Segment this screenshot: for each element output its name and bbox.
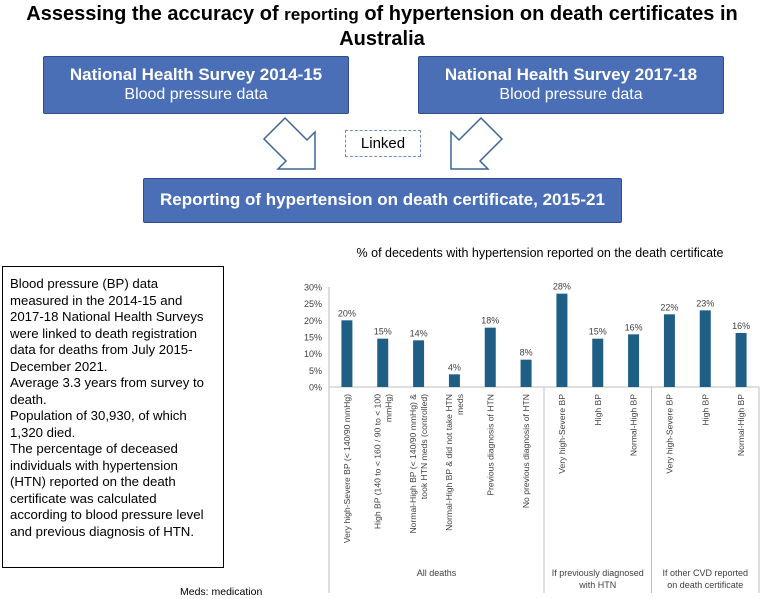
group-label: All deaths	[417, 568, 457, 578]
data-label: 8%	[520, 348, 533, 358]
outcome-box: Reporting of hypertension on death certi…	[143, 178, 622, 223]
survey-2017-18-box: National Health Survey 2017-18 Blood pre…	[418, 56, 724, 114]
description-paragraph: The percentage of deceased individuals w…	[10, 441, 204, 539]
category-label: Very high-Severe BP	[557, 394, 567, 474]
y-tick-label: 0%	[309, 383, 322, 393]
survey-2017-18-subtitle: Blood pressure data	[499, 86, 643, 103]
bar	[628, 334, 640, 387]
category-label: High BP (140 to < 160 / 90 to < 100	[372, 394, 382, 529]
data-label: 22%	[660, 302, 678, 312]
bar	[484, 327, 496, 387]
bar	[377, 338, 389, 387]
y-tick-label: 15%	[304, 333, 322, 343]
bar	[735, 333, 747, 387]
category-label: Normal-High BP & did not take HTN	[444, 394, 454, 531]
category-label: High BP	[593, 394, 603, 426]
y-tick-label: 30%	[304, 283, 322, 293]
description-paragraph: Population of 30,930, of which 1,320 die…	[10, 408, 187, 440]
description-paragraph: Average 3.3 years from survey to death.	[10, 375, 204, 407]
linked-label: Linked	[345, 130, 421, 157]
y-tick-label: 20%	[304, 316, 322, 326]
outcome-heading: Reporting of hypertension on death certi…	[160, 190, 605, 209]
category-label: Previous diagnosis of HTN	[485, 394, 495, 496]
bar	[520, 359, 532, 387]
category-label: High BP	[700, 394, 710, 426]
category-label: No previous diagnosis of HTN	[521, 394, 531, 508]
data-label: 15%	[374, 327, 392, 337]
bar	[556, 293, 568, 387]
survey-2014-15-heading: National Health Survey 2014-15	[69, 65, 323, 84]
category-label: mmHg)	[383, 394, 393, 422]
survey-2014-15-subtitle: Blood pressure data	[124, 86, 268, 103]
bar	[699, 310, 711, 387]
survey-2017-18-heading: National Health Survey 2017-18	[444, 65, 698, 84]
description-paragraph: Blood pressure (BP) data measured in the…	[10, 276, 204, 374]
study-description-box: Blood pressure (BP) data measured in the…	[2, 266, 224, 568]
bar	[413, 340, 425, 387]
category-label: Normal-High BP (< 140/90 mmHg) &	[408, 394, 418, 534]
category-label: Normal-High BP	[629, 394, 639, 456]
group-label: on death certificate	[667, 580, 743, 590]
page-title: Assessing the accuracy of reporting of h…	[26, 3, 738, 50]
y-tick-label: 5%	[309, 366, 322, 376]
category-label: Very high-Severe BP	[664, 394, 674, 474]
group-label: with HTN	[578, 580, 616, 590]
data-label: 16%	[625, 322, 643, 332]
category-label: Normal-High BP	[736, 394, 746, 456]
category-label: meds	[455, 394, 465, 415]
survey-2014-15-box: National Health Survey 2014-15 Blood pre…	[43, 56, 349, 114]
data-label: 20%	[338, 308, 356, 318]
category-label: Very high-Severe BP (< 140/90 mmHg)	[342, 394, 352, 543]
group-label: If previously diagnosed	[552, 568, 644, 578]
bar	[592, 338, 604, 387]
y-tick-label: 10%	[304, 349, 322, 359]
bar	[341, 320, 353, 387]
y-tick-label: 25%	[304, 299, 322, 309]
footnote: Meds: medication	[180, 586, 263, 598]
data-label: 15%	[589, 327, 607, 337]
data-label: 23%	[696, 298, 714, 308]
data-label: 28%	[553, 282, 571, 292]
bar	[663, 314, 675, 387]
category-label: took HTN meds (controlled)	[419, 394, 429, 499]
data-label: 14%	[410, 328, 428, 338]
data-label: 4%	[448, 362, 461, 372]
bar	[448, 374, 460, 387]
data-label: 16%	[732, 321, 750, 331]
chart-title: % of decedents with hypertension reporte…	[356, 246, 724, 260]
group-label: If other CVD reported	[662, 568, 748, 578]
data-label: 18%	[481, 316, 499, 326]
